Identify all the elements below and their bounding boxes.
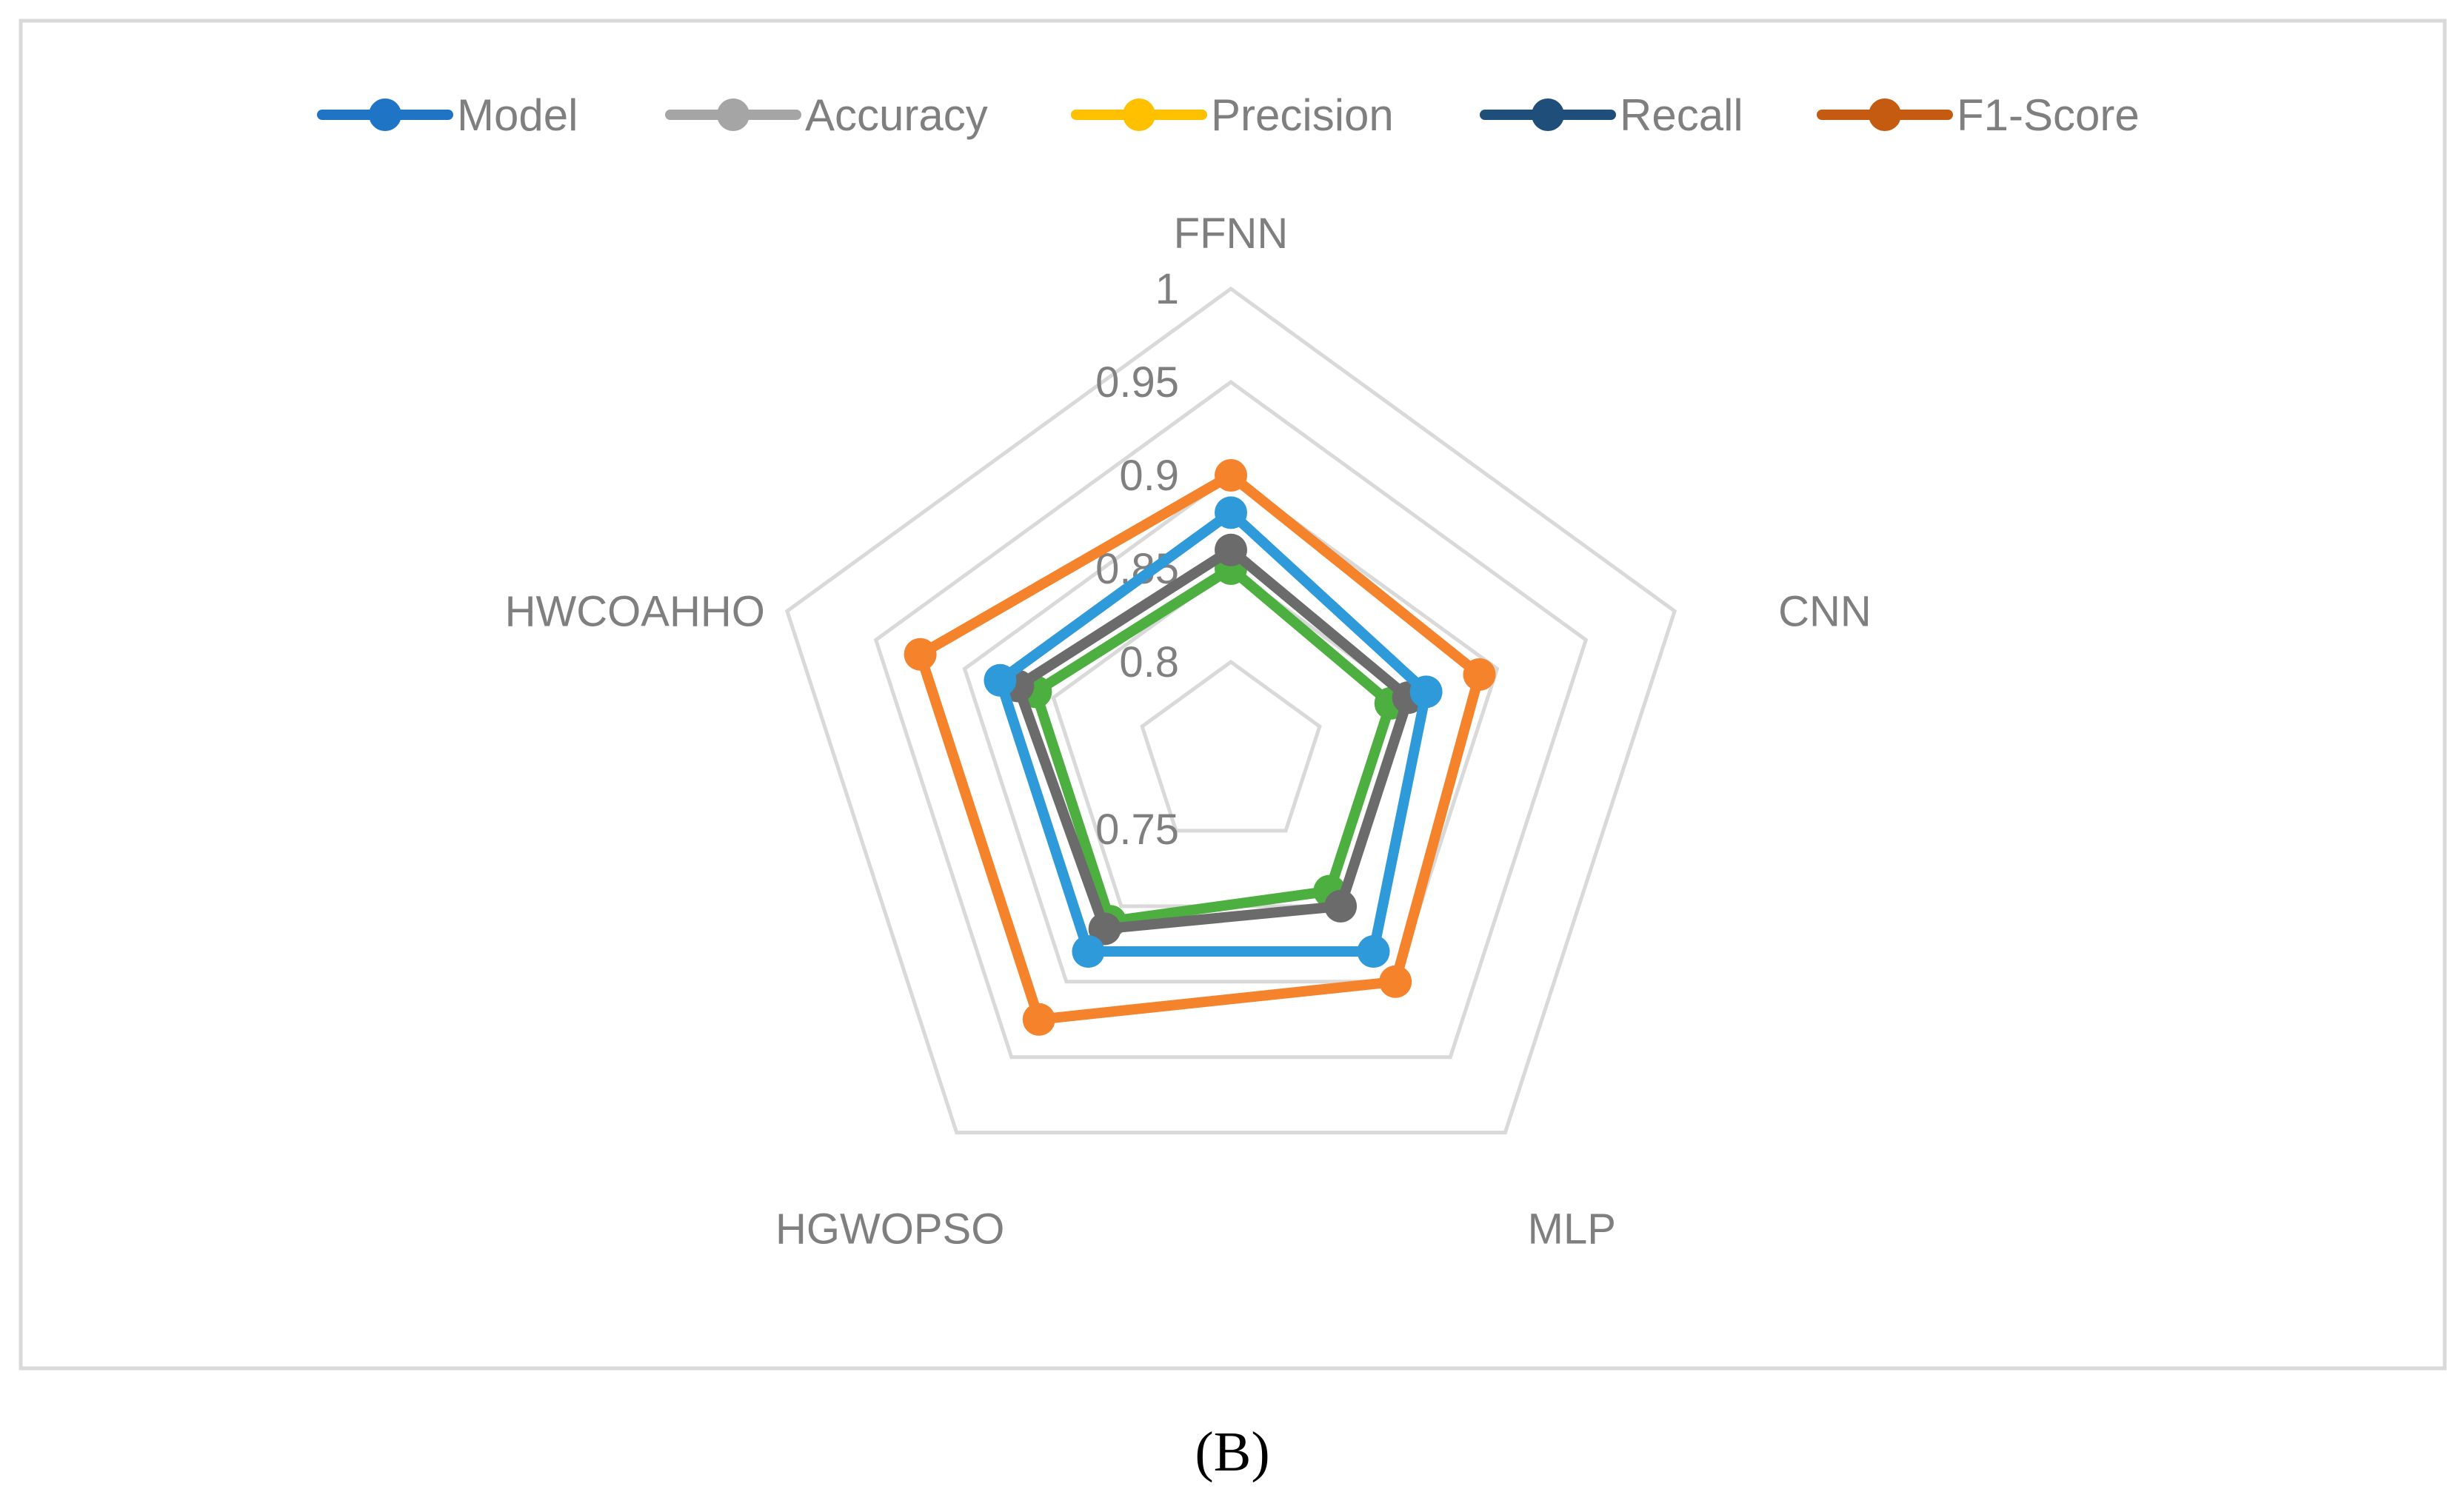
series-line: [1012, 544, 1414, 934]
radar-grid: [784, 286, 1677, 1135]
grid-ring: [873, 379, 1589, 1060]
legend-marker: [1123, 98, 1155, 131]
legend-label: Accuracy: [805, 90, 988, 140]
legend-marker: [369, 98, 401, 131]
legend-item: Recall: [1480, 90, 1743, 140]
data-point: [904, 638, 937, 671]
chart-frame: [19, 19, 2447, 1371]
series-group: [904, 459, 1496, 1036]
tick-label: 0.95: [1095, 358, 1179, 406]
data-point: [1072, 935, 1105, 968]
data-point: [1324, 889, 1358, 923]
tick-label: 0.75: [1095, 806, 1179, 854]
category-labels: FFNN CNN MLP HGWOPSO HWCOAHHO: [505, 210, 1872, 1254]
legend-item: Precision: [1071, 90, 1394, 140]
legend-label: Model: [457, 90, 578, 140]
data-point: [1379, 965, 1412, 998]
data-point: [1215, 533, 1247, 566]
category-label: HWCOAHHO: [505, 587, 765, 635]
category-label: MLP: [1528, 1205, 1616, 1254]
grid-ring: [1140, 659, 1322, 833]
legend-marker: [1869, 98, 1901, 131]
tick-label: 0.8: [1119, 638, 1179, 686]
tick-labels: 0.750.80.850.90.951: [1095, 265, 1179, 854]
legend-marker: [717, 98, 749, 131]
tick-label: 1: [1155, 265, 1179, 313]
grid-ring: [784, 286, 1677, 1135]
legend-label: F1-Score: [1957, 90, 2140, 140]
data-point: [1215, 496, 1247, 529]
series-line: [915, 470, 1485, 1025]
series-line: [995, 507, 1432, 957]
data-point: [1215, 459, 1247, 492]
figure-caption: (B): [1195, 1421, 1269, 1483]
series-line: [1030, 563, 1396, 927]
legend-marker: [1532, 98, 1564, 131]
legend-item: Model: [317, 90, 578, 140]
legend-item: F1-Score: [1817, 90, 2140, 140]
data-point: [1022, 1003, 1055, 1036]
category-label: CNN: [1778, 587, 1872, 635]
legend-label: Recall: [1620, 90, 1743, 140]
grid-ring: [962, 472, 1500, 984]
legend-item: Accuracy: [665, 90, 988, 140]
data-point: [1357, 935, 1390, 968]
tick-label: 0.9: [1119, 452, 1179, 500]
series-group: [984, 496, 1443, 968]
data-point: [1463, 658, 1496, 691]
legend-label: Precision: [1211, 90, 1394, 140]
data-series: [904, 459, 1496, 1036]
data-point: [1409, 675, 1443, 709]
data-point: [1088, 912, 1121, 946]
category-label: HGWOPSO: [775, 1205, 1004, 1254]
category-label: FFNN: [1174, 210, 1289, 258]
legend: Model Accuracy Precision Recall F1-Score: [317, 90, 2140, 140]
data-point: [984, 663, 1017, 697]
